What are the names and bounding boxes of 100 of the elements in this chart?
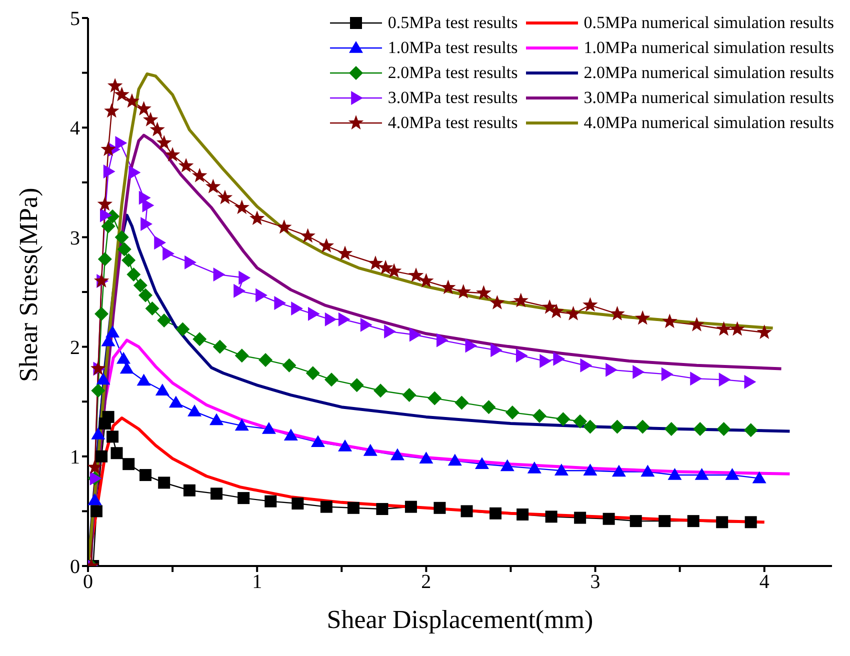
point	[664, 422, 678, 436]
point	[689, 316, 704, 332]
x-tick-label: 1	[252, 571, 262, 594]
point	[122, 253, 136, 268]
point	[292, 498, 304, 510]
point	[217, 190, 233, 204]
point	[418, 273, 434, 288]
point	[308, 306, 320, 321]
point	[310, 435, 325, 448]
point	[324, 312, 337, 326]
point	[139, 469, 152, 482]
point	[94, 273, 110, 288]
point	[500, 459, 514, 472]
point	[378, 260, 394, 274]
point	[234, 348, 249, 363]
point	[553, 352, 566, 366]
point	[556, 412, 570, 426]
y-tick-label: 3	[70, 227, 80, 250]
point	[136, 374, 151, 386]
point	[128, 166, 141, 180]
point	[156, 134, 172, 150]
point	[513, 292, 528, 308]
legend-label: 2.0MPa numerical simulation results	[584, 62, 834, 84]
point	[206, 178, 221, 194]
point	[610, 420, 624, 434]
point	[527, 461, 542, 474]
point	[687, 515, 700, 528]
point	[482, 400, 496, 414]
point	[178, 158, 194, 172]
point	[408, 268, 424, 282]
point	[210, 488, 223, 500]
point	[262, 422, 276, 434]
legend-label: 4.0MPa numerical simulation results	[584, 112, 834, 134]
point	[725, 468, 740, 480]
point	[505, 406, 520, 420]
point	[360, 318, 372, 332]
point	[465, 338, 478, 353]
point	[238, 270, 251, 285]
point	[460, 505, 473, 518]
point	[635, 310, 650, 325]
point	[104, 103, 120, 118]
point	[91, 384, 106, 398]
y-tick-label: 2	[70, 336, 80, 359]
point	[256, 288, 268, 302]
point	[162, 246, 174, 261]
point	[115, 136, 128, 150]
point	[106, 326, 120, 338]
point	[100, 142, 116, 156]
y-tick-label: 5	[70, 8, 80, 30]
point	[606, 362, 618, 377]
point	[716, 321, 732, 336]
point	[88, 459, 102, 474]
point	[574, 512, 586, 524]
point	[274, 296, 286, 310]
point	[282, 358, 296, 372]
point	[110, 447, 123, 460]
point	[668, 468, 682, 480]
point	[192, 168, 208, 182]
point	[363, 444, 378, 456]
point	[97, 196, 113, 211]
point	[694, 468, 709, 480]
point	[324, 372, 338, 387]
point	[448, 454, 462, 466]
point	[157, 313, 172, 328]
point	[168, 396, 183, 408]
y-tick-label: 0	[70, 556, 80, 578]
point	[583, 420, 598, 434]
point	[238, 492, 250, 504]
point	[419, 452, 434, 464]
point	[133, 278, 148, 292]
point	[318, 238, 334, 252]
point	[300, 228, 316, 243]
point	[456, 284, 471, 298]
point	[101, 219, 116, 234]
point	[610, 306, 625, 320]
point	[150, 122, 165, 136]
point	[630, 515, 642, 528]
point	[612, 464, 626, 477]
point	[390, 448, 404, 460]
x-tick-label: 3	[590, 571, 600, 594]
point	[117, 242, 132, 256]
y-tick-label: 1	[70, 446, 80, 468]
point	[234, 200, 250, 214]
point	[155, 384, 170, 396]
point	[474, 457, 489, 469]
point	[284, 428, 298, 440]
legend-label: 3.0MPa numerical simulation results	[584, 87, 834, 109]
point	[516, 508, 529, 520]
y-tick-label: 4	[70, 118, 80, 140]
point	[116, 352, 131, 364]
point	[192, 332, 207, 346]
legend-label: 4.0MPa test results	[388, 112, 518, 134]
point	[409, 328, 422, 342]
point	[662, 314, 678, 328]
point	[276, 219, 292, 234]
point	[234, 418, 249, 431]
point	[210, 413, 224, 426]
x-axis-title: Shear Displacement(mm)	[326, 605, 594, 634]
point	[124, 93, 140, 108]
point	[138, 190, 151, 205]
